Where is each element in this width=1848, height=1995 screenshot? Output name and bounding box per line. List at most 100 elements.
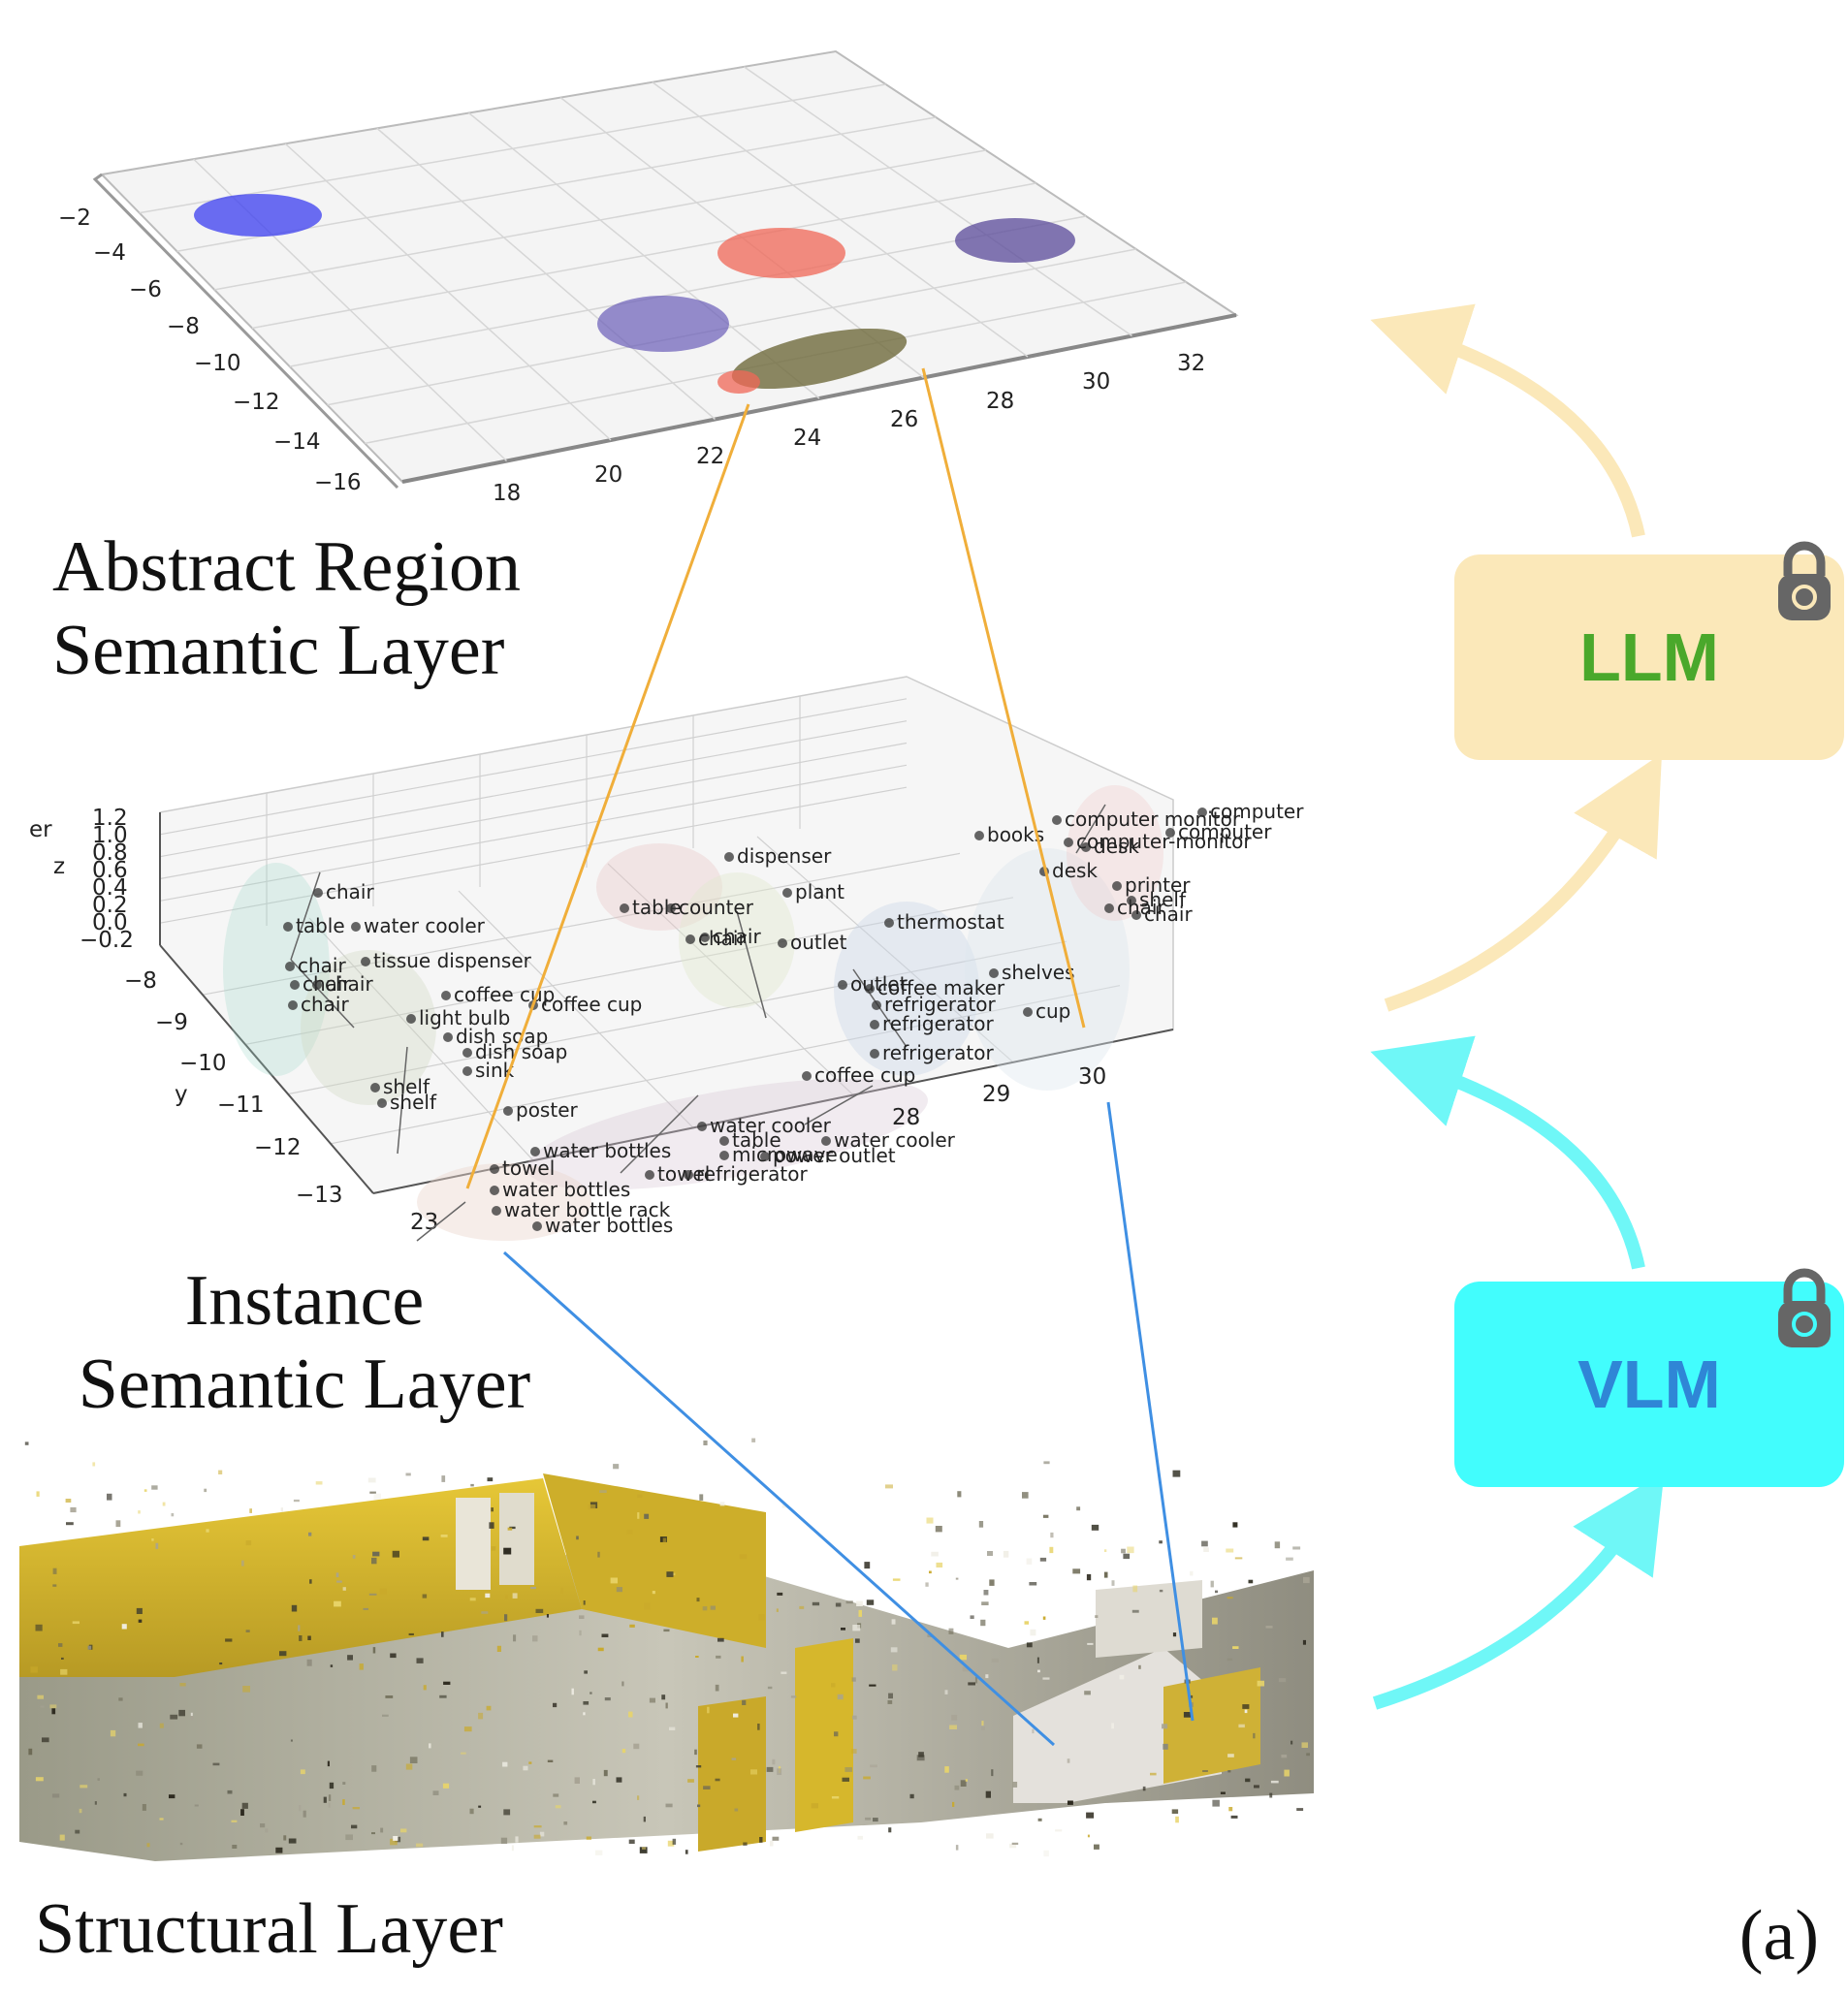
cloud-point [37, 1694, 44, 1699]
cloud-point [661, 1694, 666, 1700]
object-label: poster [516, 1098, 578, 1122]
cloud-point [146, 1843, 150, 1848]
object-point [283, 922, 293, 932]
cloud-point [194, 1804, 199, 1807]
cloud-point [560, 1587, 563, 1594]
cloud-point [539, 1831, 545, 1837]
z-tick: 1.2 [92, 806, 128, 831]
object-label: dish soap [475, 1040, 567, 1063]
cloud-point [533, 1834, 541, 1839]
cloud-point [644, 1513, 650, 1519]
cloud-point [974, 1676, 978, 1684]
cloud-white-block [1096, 1580, 1202, 1658]
cloud-point [960, 1780, 967, 1787]
cloud-point [743, 1842, 748, 1846]
region-clusters [194, 194, 1075, 394]
cloud-point [1254, 1785, 1259, 1789]
cloud-point [70, 1506, 77, 1513]
cloud-point [61, 1657, 64, 1660]
cloud-point [790, 1695, 797, 1698]
object-label: desk [1094, 835, 1139, 858]
cloud-point [1127, 1546, 1134, 1554]
cloud-point [597, 1551, 600, 1558]
cloud-point [423, 1685, 427, 1691]
cloud-point [1026, 1558, 1033, 1565]
cloud-point [669, 1726, 676, 1730]
object-label: computer [1178, 820, 1272, 843]
cloud-point [586, 1836, 591, 1840]
cloud-point [442, 1783, 450, 1789]
cloud-point [851, 1749, 857, 1754]
y-tick: −8 [124, 968, 157, 994]
cloud-point [601, 1633, 609, 1637]
instance-layer-title: Instance Semantic Layer [78, 1261, 531, 1424]
cloud-point [1227, 1770, 1231, 1773]
cloud-point [697, 1804, 701, 1808]
cloud-point [1131, 1609, 1139, 1613]
gridline [308, 917, 534, 1161]
cloud-point [1067, 1800, 1073, 1805]
cloud-point [1103, 1549, 1107, 1552]
cloud-point [637, 1494, 643, 1499]
cloud-point [159, 1723, 164, 1728]
region-cluster [597, 296, 729, 352]
cloud-point [416, 1658, 424, 1663]
cloud-point [469, 1598, 476, 1601]
cloud-point [1159, 1589, 1163, 1593]
x-tick: 23 [410, 1210, 438, 1235]
cloud-point [1011, 1842, 1019, 1845]
object-label: refrigerator [696, 1162, 808, 1186]
lock-icon [1778, 1268, 1831, 1347]
x-tick: 24 [793, 426, 821, 451]
cloud-point [368, 1593, 377, 1596]
cloud-point [985, 1674, 989, 1679]
cloud-point [616, 1777, 622, 1783]
object-point [443, 1032, 453, 1042]
cloud-point [1142, 1786, 1146, 1791]
cloud-point [739, 1554, 748, 1560]
cloud-point [1212, 1799, 1220, 1807]
cloud-point [1163, 1743, 1168, 1750]
cloud-point [303, 1810, 306, 1818]
arrow-to-llm-box [1384, 753, 1663, 1012]
abstract-plane [99, 49, 1239, 484]
cloud-point [865, 1817, 872, 1821]
cloud-point [441, 1475, 446, 1482]
z-tick: 0.8 [92, 840, 128, 866]
cloud-point [844, 1767, 852, 1772]
cloud-point [342, 1587, 346, 1591]
cloud-point [478, 1805, 482, 1808]
cloud-point [1270, 1780, 1279, 1784]
object-point [1131, 910, 1141, 920]
object-label: water bottle rack [504, 1198, 671, 1221]
cloud-point [231, 1820, 238, 1822]
gridline [159, 786, 908, 924]
cloud-point [159, 1818, 164, 1821]
cloud-point [1215, 1590, 1219, 1594]
cloud-yellow-panel [1163, 1667, 1260, 1784]
object-point [285, 962, 295, 971]
cloud-point [300, 1769, 305, 1775]
cloud-point [576, 1536, 579, 1540]
cloud-point [731, 1758, 737, 1760]
cloud-point [491, 1507, 494, 1512]
cloud-point [1036, 1657, 1039, 1663]
cloud-point [136, 1770, 143, 1776]
instance-gridlines [159, 696, 1121, 1161]
cloud-point [1234, 1557, 1243, 1560]
cloud-point [892, 1664, 898, 1671]
cloud-point [547, 1759, 554, 1762]
cloud-point [138, 1723, 143, 1728]
cloud-point [1119, 1674, 1125, 1680]
cloud-point [179, 1683, 186, 1687]
cloud-point [1212, 1617, 1218, 1625]
cloud-point [1042, 1677, 1050, 1680]
abstract-layer-title: Abstract Region Semantic Layer [52, 527, 521, 690]
cloud-point [835, 1602, 842, 1607]
cloud-point [957, 1491, 962, 1498]
abstract-region-plot: 18 20 22 24 26 28 30 32 −2 −4 −6 −8 −10 … [58, 49, 1239, 506]
cloud-point [486, 1705, 492, 1711]
gridline [159, 698, 908, 836]
cloud-point [371, 1832, 375, 1835]
cloud-point [1009, 1843, 1017, 1849]
